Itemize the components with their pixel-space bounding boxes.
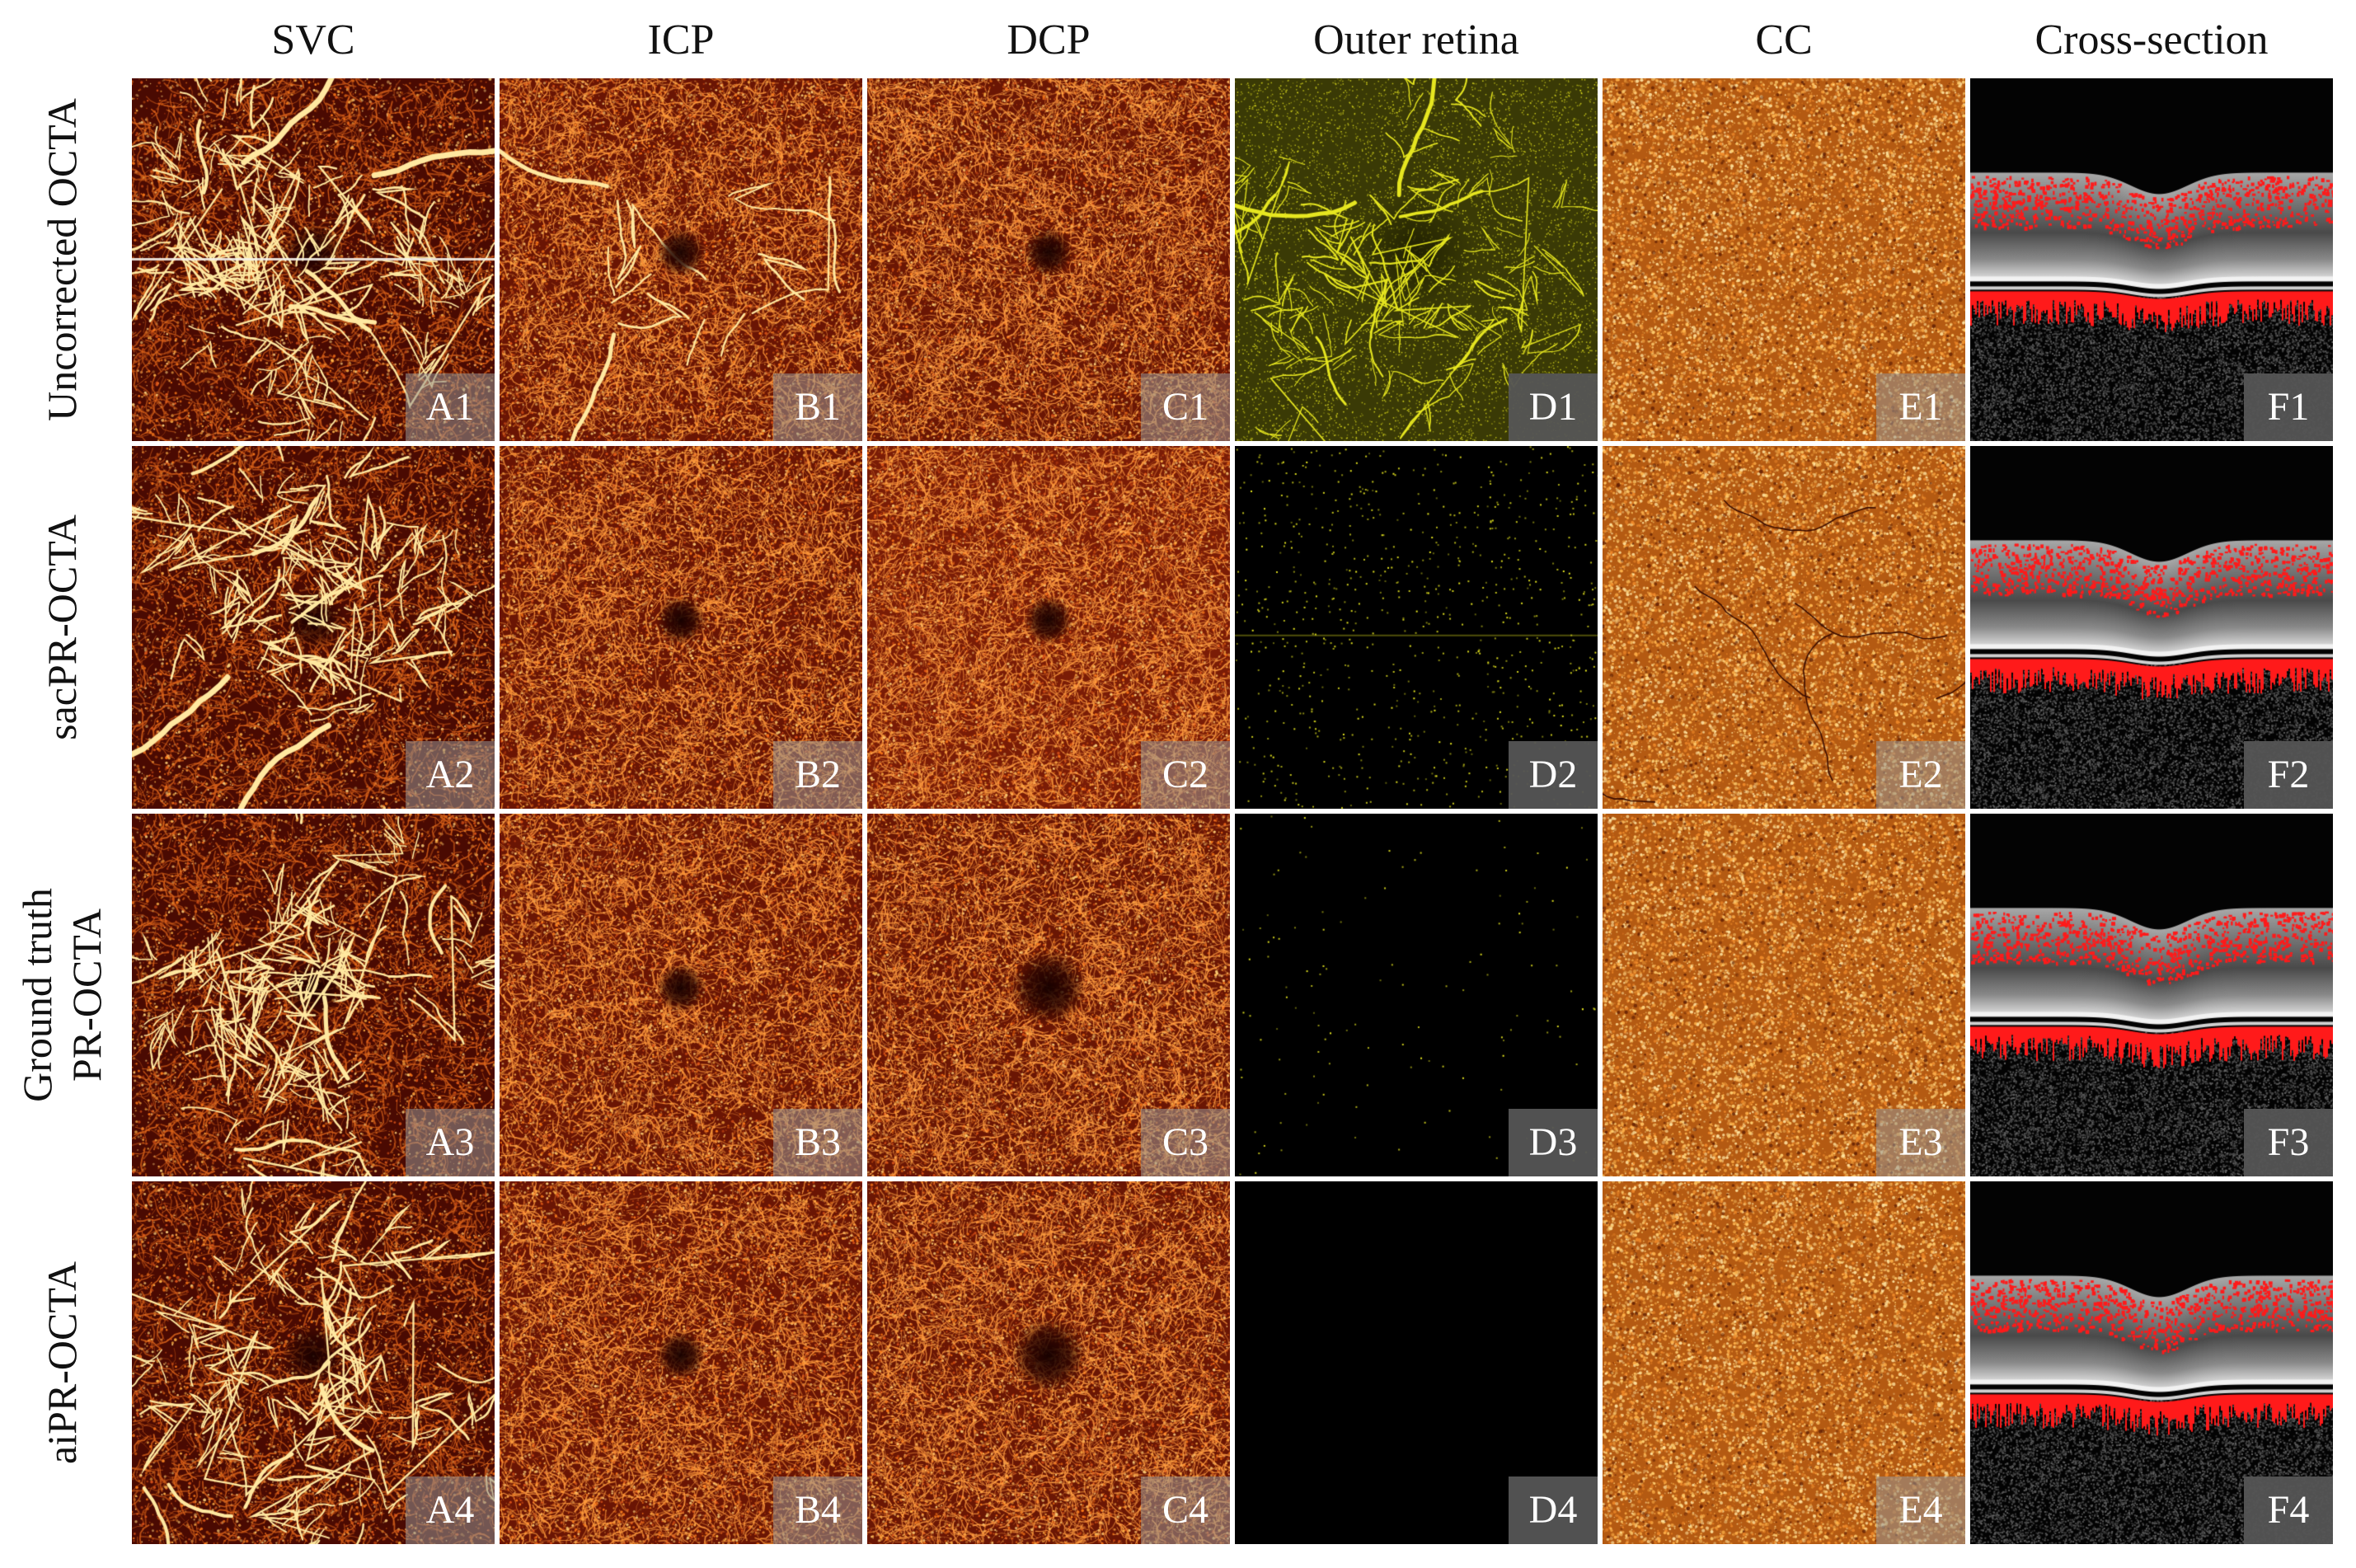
row-label-2: sacPR-OCTA: [0, 446, 124, 809]
panel-tag: F4: [2244, 1476, 2333, 1544]
column-header-e: CC: [1755, 16, 1813, 63]
panel-e2: E2: [1603, 446, 1965, 809]
panel-e1: E1: [1603, 78, 1965, 441]
panel-tag: F1: [2244, 373, 2333, 441]
column-header-f: Cross-section: [2035, 16, 2269, 63]
row-label-text: Uncorrected OCTA: [37, 98, 87, 421]
row-label-text: sacPR-OCTA: [37, 514, 87, 740]
column-header-b: ICP: [647, 16, 715, 63]
panel-a4: A4: [132, 1181, 495, 1544]
panel-tag: E2: [1876, 741, 1965, 809]
panel-tag: A1: [406, 373, 495, 441]
panel-b3: B3: [500, 814, 862, 1176]
row-label-text: aiPR-OCTA: [37, 1261, 87, 1464]
panel-tag: B4: [773, 1476, 862, 1544]
panel-tag: C1: [1141, 373, 1230, 441]
column-header-a: SVC: [271, 16, 355, 63]
panel-tag: B3: [773, 1109, 862, 1176]
panel-a2: A2: [132, 446, 495, 809]
panel-tag: E3: [1876, 1109, 1965, 1176]
panel-a3: A3: [132, 814, 495, 1176]
column-header-c: DCP: [1007, 16, 1091, 63]
panel-f3: F3: [1970, 814, 2333, 1176]
panel-c1: C1: [867, 78, 1230, 441]
panel-f2: F2: [1970, 446, 2333, 809]
panel-tag: C4: [1141, 1476, 1230, 1544]
panel-tag: D1: [1509, 373, 1598, 441]
row-label-1: Uncorrected OCTA: [0, 78, 124, 441]
row-label-text: Ground truth PR-OCTA: [12, 888, 111, 1102]
panel-f1: F1: [1970, 78, 2333, 441]
panel-c4: C4: [867, 1181, 1230, 1544]
row-label-4: aiPR-OCTA: [0, 1181, 124, 1544]
panel-d3: D3: [1235, 814, 1598, 1176]
panel-d1: D1: [1235, 78, 1598, 441]
row-label-line: sacPR-OCTA: [39, 514, 86, 740]
panel-tag: B1: [773, 373, 862, 441]
panel-f4: F4: [1970, 1181, 2333, 1544]
column-header-d: Outer retina: [1313, 16, 1519, 63]
row-label-3: Ground truth PR-OCTA: [0, 789, 124, 1201]
panel-tag: B2: [773, 741, 862, 809]
row-label-line: PR-OCTA: [63, 908, 110, 1082]
panel-d2: D2: [1235, 446, 1598, 809]
panel-b4: B4: [500, 1181, 862, 1544]
panel-c2: C2: [867, 446, 1230, 809]
panel-e4: E4: [1603, 1181, 1965, 1544]
panel-tag: A2: [406, 741, 495, 809]
panel-tag: A4: [406, 1476, 495, 1544]
panel-d4: D4: [1235, 1181, 1598, 1544]
panel-b1: B1: [500, 78, 862, 441]
panel-b2: B2: [500, 446, 862, 809]
panel-e3: E3: [1603, 814, 1965, 1176]
panel-c3: C3: [867, 814, 1230, 1176]
row-label-line: aiPR-OCTA: [39, 1261, 85, 1464]
panel-tag: F3: [2244, 1109, 2333, 1176]
row-label-line: Ground truth: [14, 888, 61, 1102]
panel-tag: C3: [1141, 1109, 1230, 1176]
panel-a1: A1: [132, 78, 495, 441]
panel-tag: D4: [1509, 1476, 1598, 1544]
panel-tag: E1: [1876, 373, 1965, 441]
panel-tag: D3: [1509, 1109, 1598, 1176]
row-label-line: Uncorrected OCTA: [39, 98, 85, 421]
panel-tag: E4: [1876, 1476, 1965, 1544]
panel-tag: F2: [2244, 741, 2333, 809]
panel-tag: A3: [406, 1109, 495, 1176]
panel-tag: D2: [1509, 741, 1598, 809]
panel-tag: C2: [1141, 741, 1230, 809]
